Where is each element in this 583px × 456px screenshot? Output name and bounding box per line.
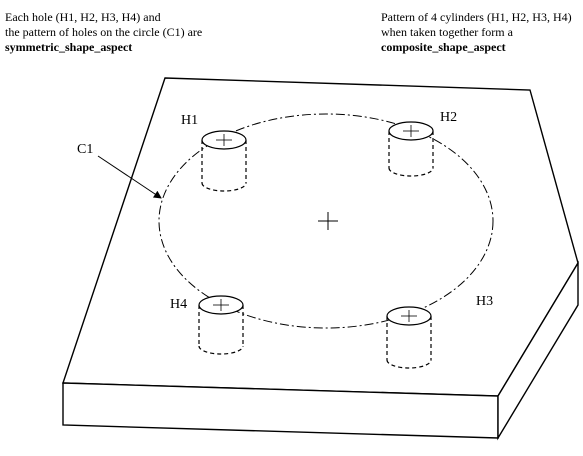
note-right-line-1: Pattern of 4 cylinders (H1, H2, H3, H4) — [381, 10, 572, 24]
c1-label: C1 — [77, 142, 93, 157]
hole-h3-label: H3 — [476, 294, 493, 309]
composite-aspect-note: Pattern of 4 cylinders (H1, H2, H3, H4) … — [381, 10, 572, 55]
circle-center-mark — [318, 212, 338, 230]
plate-block — [62, 77, 579, 441]
symmetric-aspect-note: Each hole (H1, H2, H3, H4) and the patte… — [5, 10, 202, 55]
hole-h2 — [388, 121, 434, 177]
plate-side-face — [497, 260, 579, 441]
note-right-line-2: when taken together form a — [381, 25, 513, 39]
c1-leader-arrow — [97, 155, 162, 199]
hole-h3 — [386, 306, 432, 369]
hole-h1 — [201, 130, 247, 192]
hole-h2-label: H2 — [440, 110, 457, 125]
hole-h4 — [198, 295, 244, 355]
hole-h4-label: H4 — [170, 297, 187, 312]
composite-shape-aspect-term: composite_shape_aspect — [381, 40, 506, 54]
hole-h1-label: H1 — [181, 113, 198, 128]
pattern-circle-c1 — [158, 113, 494, 329]
note-left-line-2: the pattern of holes on the circle (C1) … — [5, 25, 203, 39]
plate-top-face — [62, 77, 579, 397]
note-left-line-1: Each hole (H1, H2, H3, H4) and — [5, 10, 161, 24]
symmetric-shape-aspect-term: symmetric_shape_aspect — [5, 40, 133, 54]
